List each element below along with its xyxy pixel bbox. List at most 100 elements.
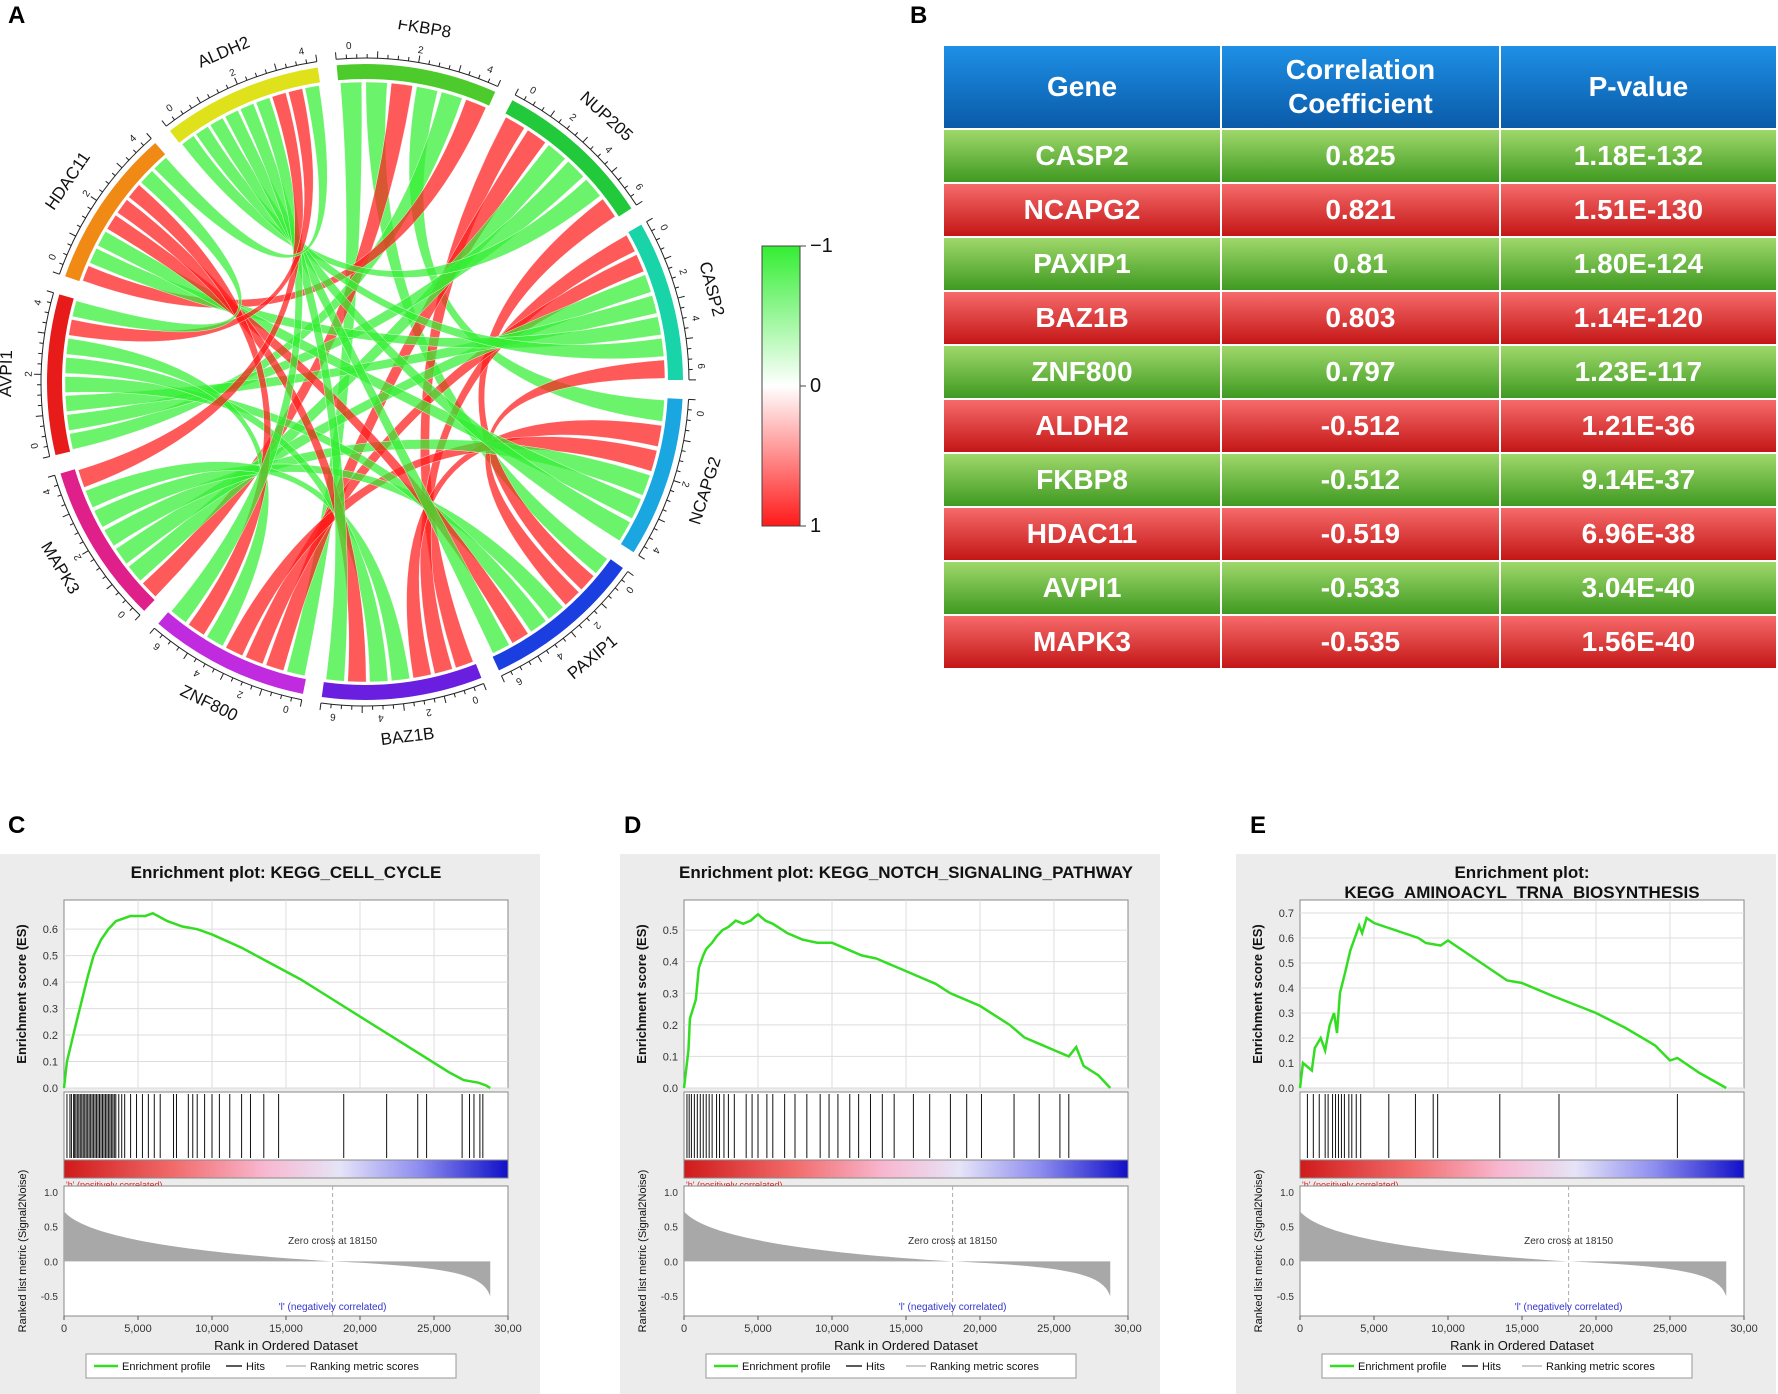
chord-link <box>69 91 463 450</box>
sector-tick <box>305 59 308 64</box>
sector-tick-label: 0 <box>282 702 290 714</box>
chord-link <box>153 85 328 259</box>
panel-letter-b: B <box>910 2 928 29</box>
plot-legend <box>85 1353 457 1379</box>
metric-tick-label: 1.0 <box>1280 1188 1294 1199</box>
sector-arc <box>321 663 482 700</box>
sector-tick-label: 0 <box>116 608 128 620</box>
cell-p: 1.51E-130 <box>1500 184 1776 236</box>
es-tick-label: 0.2 <box>43 1030 58 1042</box>
color-legend-top: −1 <box>810 235 833 257</box>
sector-tick <box>660 247 665 250</box>
cell-gene: AVPI1 <box>944 562 1220 614</box>
sector-tick <box>617 177 622 181</box>
sector-arc <box>158 612 306 694</box>
panel-letter-a: A <box>8 2 26 29</box>
es-tick-label: 0.1 <box>43 1057 58 1069</box>
metric-tick-label: -0.5 <box>661 1292 679 1303</box>
cell-gene: FKBP8 <box>944 454 1220 506</box>
cell-p: 1.18E-132 <box>1500 130 1776 182</box>
sector-tick <box>44 311 49 314</box>
sector-tick <box>574 132 579 136</box>
header-gene: Gene <box>944 46 1220 128</box>
positive-correlated-label: 'h' (positively correlated) <box>66 1180 162 1190</box>
table-row: ZNF800 0.797 1.23E-117 <box>944 346 1776 398</box>
rank-color-bar <box>683 1159 1129 1179</box>
sector-tick-label: 4 <box>127 133 139 145</box>
es-tick-label: 0.5 <box>43 951 58 963</box>
sector-tick <box>273 63 277 71</box>
sector-tick <box>280 694 283 700</box>
sector-tick <box>578 624 583 629</box>
x-tick-label: 0 <box>61 1323 67 1335</box>
enrichment-profile-line <box>1298 916 1727 1090</box>
chord-link <box>181 135 601 278</box>
sector-tick <box>550 110 555 117</box>
sector-tick <box>299 699 303 707</box>
es-tick-label: 0.4 <box>1279 983 1294 995</box>
cell-gene: ZNF800 <box>944 346 1220 398</box>
sector-tick <box>558 118 562 123</box>
cell-p: 1.14E-120 <box>1500 292 1776 344</box>
sector-tick <box>541 106 545 111</box>
sector-tick-label: 2 <box>591 619 603 631</box>
sector-arc <box>505 100 632 217</box>
sector-tick <box>554 644 558 649</box>
sector-tick <box>546 650 550 654</box>
sector-tick <box>680 306 685 309</box>
cell-p: 9.14E-37 <box>1500 454 1776 506</box>
sector-tick <box>57 494 62 497</box>
sector-tick <box>202 663 206 668</box>
sector-tick <box>69 522 74 526</box>
zero-cross-label: Zero cross at 18150 <box>1524 1236 1613 1247</box>
sector-axis <box>336 57 498 87</box>
cell-coef: 0.821 <box>1222 184 1499 236</box>
sector-tick <box>668 266 673 269</box>
sector-tick <box>656 237 661 241</box>
sector-label: FKBP8 <box>396 20 452 42</box>
cell-gene: BAZ1B <box>944 292 1220 344</box>
sector-arc <box>628 224 683 381</box>
sector-tick <box>683 439 691 443</box>
sector-tick <box>240 681 243 686</box>
hits-panel <box>683 1091 1129 1161</box>
metric-tick-label: 1.0 <box>44 1188 58 1199</box>
sector-tick-label: 2 <box>24 371 35 377</box>
x-tick-label: 0 <box>681 1323 687 1335</box>
sector-tick <box>463 690 466 695</box>
sector-tick <box>225 84 229 89</box>
sector-tick <box>423 700 426 705</box>
sector-tick <box>570 631 577 638</box>
sector-tick <box>52 271 60 275</box>
table-row: PAXIP1 0.81 1.80E-124 <box>944 238 1776 290</box>
sector-tick <box>443 696 447 704</box>
es-tick-label: 0.2 <box>1279 1033 1294 1045</box>
sector-tick <box>473 686 476 692</box>
metric-tick-label: -0.5 <box>1277 1292 1295 1303</box>
color-legend-bottom: 1 <box>810 515 821 537</box>
metric-tick-label: 0.5 <box>664 1223 678 1234</box>
plot-legend <box>1321 1353 1693 1379</box>
sector-tick <box>624 185 629 189</box>
sector-tick <box>648 537 653 540</box>
es-tick-label: 0.5 <box>1279 958 1294 970</box>
sector-tick <box>41 435 46 438</box>
cell-coef: -0.533 <box>1222 562 1499 614</box>
table-row: AVPI1 -0.533 3.04E-40 <box>944 562 1776 614</box>
es-tick-label: 0.1 <box>1279 1058 1294 1070</box>
sector-tick <box>105 180 110 185</box>
es-tick-label: 0.2 <box>663 1020 678 1032</box>
cell-p: 1.23E-117 <box>1500 346 1776 398</box>
hits-panel <box>1299 1091 1745 1161</box>
sector-tick <box>673 480 681 484</box>
plot-legend <box>705 1353 1077 1379</box>
es-tick-label: 0.3 <box>43 1004 58 1016</box>
table-row: BAZ1B 0.803 1.14E-120 <box>944 292 1776 344</box>
ranking-metric-area <box>1300 1211 1727 1297</box>
negative-correlated-label: 'l' (negatively correlated) <box>1515 1302 1623 1313</box>
cell-p: 1.21E-36 <box>1500 400 1776 452</box>
sector-tick <box>43 445 48 448</box>
sector-tick <box>428 60 431 65</box>
chord-link <box>209 117 631 542</box>
zero-cross-label: Zero cross at 18150 <box>288 1236 377 1247</box>
